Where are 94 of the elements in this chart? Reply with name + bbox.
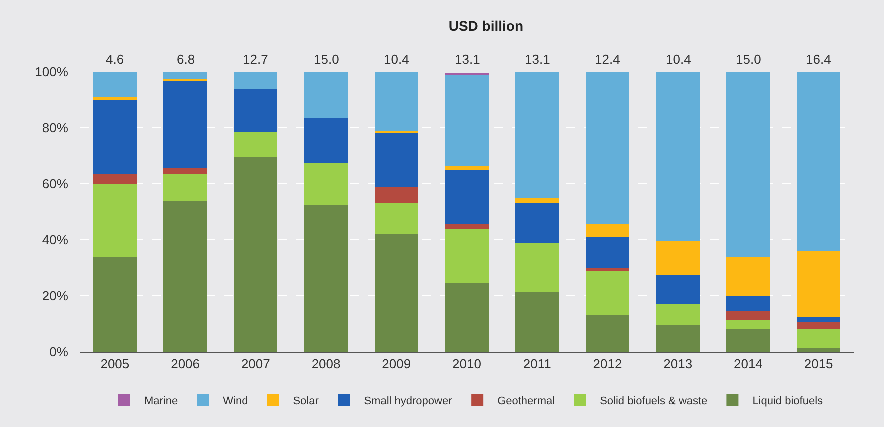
y-tick-label: 80% xyxy=(42,120,69,136)
x-tick-label: 2011 xyxy=(523,356,552,372)
y-tick-label: 20% xyxy=(42,288,69,304)
legend-label: Small hydropower xyxy=(364,395,453,408)
bar xyxy=(93,184,137,257)
bar xyxy=(656,304,700,326)
bar xyxy=(93,100,137,174)
text: 12.4 xyxy=(595,52,620,67)
bar xyxy=(304,163,348,205)
bar xyxy=(726,296,770,312)
x-tick-label: 2013 xyxy=(664,356,693,372)
x-tick-label: 2006 xyxy=(171,356,200,372)
bar xyxy=(726,256,770,296)
text: 16.4 xyxy=(806,52,832,67)
bar xyxy=(586,316,630,352)
bar xyxy=(656,275,700,304)
bar xyxy=(797,322,841,330)
legend-label: Marine xyxy=(144,395,178,408)
x-tick-label: 2007 xyxy=(241,356,270,372)
bar xyxy=(374,234,418,352)
bar xyxy=(374,186,418,204)
bar xyxy=(516,204,560,243)
bar xyxy=(445,74,489,166)
legend-label: Geothermal xyxy=(498,395,556,408)
y-tick-label: 100% xyxy=(35,64,69,80)
x-tick-label: 2010 xyxy=(452,356,482,372)
bar xyxy=(164,72,208,79)
bar xyxy=(797,330,841,348)
bar xyxy=(726,311,770,320)
bar xyxy=(445,166,489,170)
text: 12.7 xyxy=(243,52,268,67)
bar xyxy=(164,168,208,174)
legend-label: Solid biofuels & waste xyxy=(600,395,708,408)
bar xyxy=(374,204,418,234)
bar xyxy=(164,200,208,352)
x-tick-label: 2012 xyxy=(593,356,622,372)
bar xyxy=(304,205,348,352)
bar xyxy=(374,72,418,131)
text: 15.0 xyxy=(314,52,340,67)
bar xyxy=(586,270,630,316)
text: 10.4 xyxy=(384,52,410,67)
text: 15.0 xyxy=(736,52,762,67)
bar xyxy=(93,256,137,352)
legend-label: Solar xyxy=(293,395,320,408)
bar xyxy=(726,72,770,257)
bar xyxy=(586,224,630,238)
text: 13.1 xyxy=(455,52,480,67)
bar xyxy=(234,88,278,132)
bar xyxy=(516,72,560,198)
bar xyxy=(797,72,841,252)
bar xyxy=(656,72,700,242)
x-tick-label: 2005 xyxy=(100,356,130,372)
bar xyxy=(445,283,489,352)
bar xyxy=(656,241,700,275)
legend-label: Liquid biofuels xyxy=(752,395,824,408)
bar xyxy=(164,174,208,201)
bar xyxy=(234,72,278,89)
bar xyxy=(726,330,770,352)
x-tick-label: 2009 xyxy=(382,356,412,372)
y-tick-label: 0% xyxy=(50,344,69,360)
bar xyxy=(797,317,841,323)
bar xyxy=(93,72,137,98)
bar xyxy=(234,132,278,158)
x-tick-label: 2015 xyxy=(804,356,834,372)
y-tick-label: 60% xyxy=(42,176,69,192)
bar xyxy=(234,157,278,352)
text: 10.4 xyxy=(666,52,692,67)
bar xyxy=(586,237,630,268)
text: 4.6 xyxy=(106,52,124,67)
bar xyxy=(516,198,560,204)
text: 13.1 xyxy=(525,52,550,67)
chart-title: USD billion xyxy=(448,18,524,34)
bar xyxy=(445,228,489,284)
bar xyxy=(304,118,348,163)
bar xyxy=(797,251,841,317)
x-tick-label: 2014 xyxy=(734,356,763,372)
bar xyxy=(726,320,770,330)
text: 6.8 xyxy=(177,52,196,67)
bar xyxy=(445,224,489,229)
bar xyxy=(516,292,560,352)
bar xyxy=(445,170,489,225)
x-tick-label: 2008 xyxy=(312,356,341,372)
bar xyxy=(93,97,137,100)
bar xyxy=(586,268,630,271)
bar xyxy=(516,242,560,292)
bar xyxy=(374,132,418,187)
bar xyxy=(93,174,137,184)
bar xyxy=(164,80,208,169)
legend-label: Wind xyxy=(223,395,248,408)
bar xyxy=(586,72,630,225)
bar xyxy=(656,325,700,352)
bar xyxy=(304,72,348,118)
y-tick-label: 40% xyxy=(42,232,69,248)
bar xyxy=(797,348,841,352)
